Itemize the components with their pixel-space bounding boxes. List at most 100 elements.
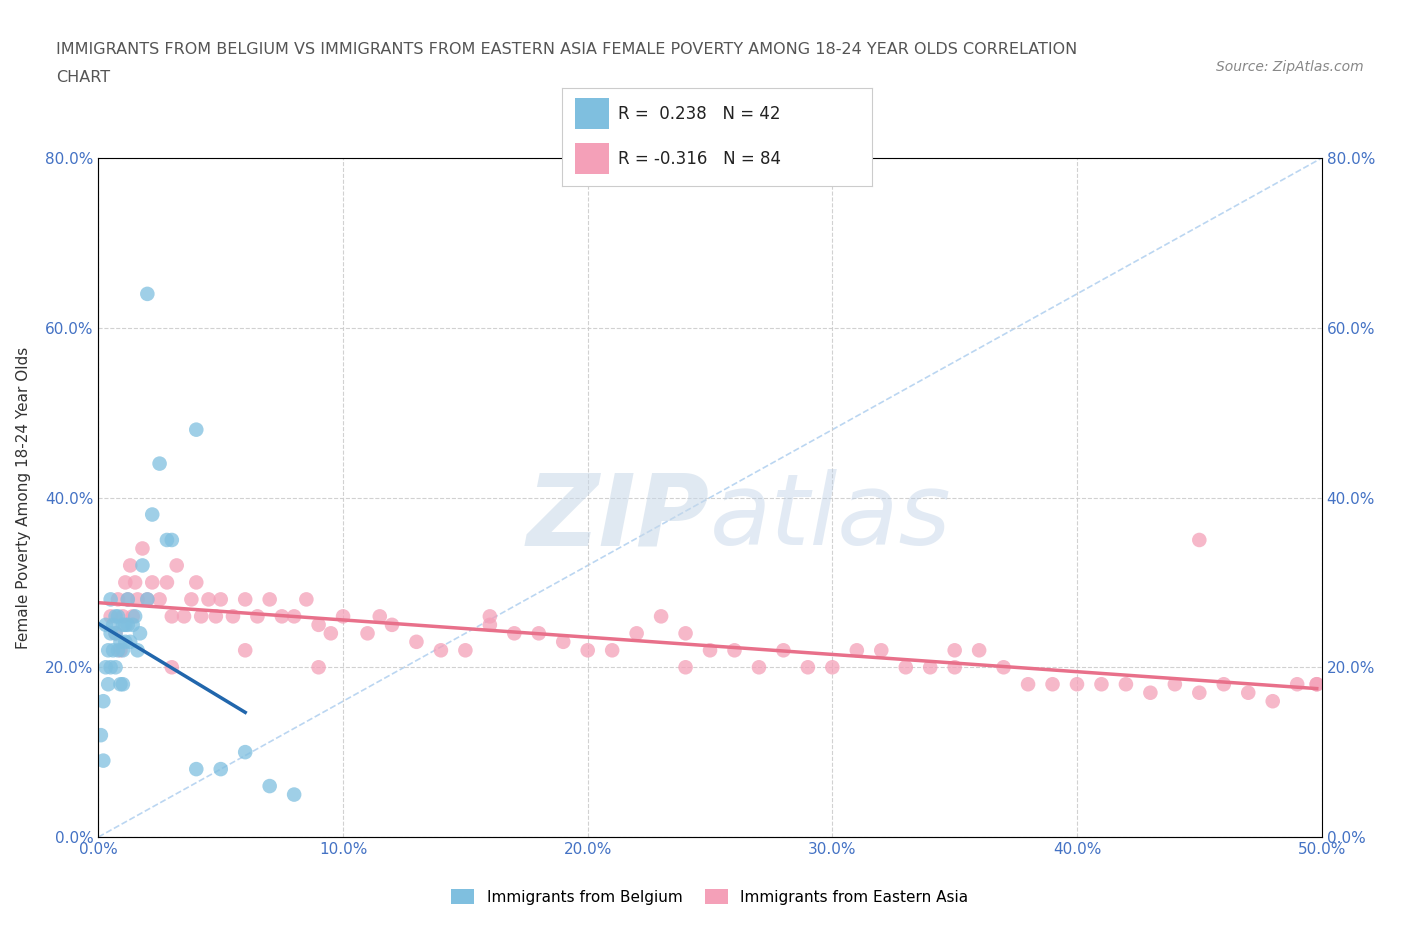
Point <box>131 541 153 556</box>
Point <box>111 677 134 692</box>
Point <box>97 677 120 692</box>
Point <box>1306 677 1329 692</box>
Point <box>104 626 127 641</box>
Point <box>205 609 228 624</box>
Point <box>117 592 139 607</box>
Point <box>967 643 990 658</box>
Point <box>381 618 404 632</box>
Point <box>111 609 134 624</box>
Point <box>190 609 212 624</box>
Point <box>259 778 281 793</box>
Text: R =  0.238   N = 42: R = 0.238 N = 42 <box>619 105 780 123</box>
Point <box>430 643 453 658</box>
Text: IMMIGRANTS FROM BELGIUM VS IMMIGRANTS FROM EASTERN ASIA FEMALE POVERTY AMONG 18-: IMMIGRANTS FROM BELGIUM VS IMMIGRANTS FR… <box>56 42 1077 57</box>
Point <box>131 558 153 573</box>
Point <box>209 592 232 607</box>
Point <box>626 626 648 641</box>
Point <box>1066 677 1088 692</box>
Point <box>1188 685 1211 700</box>
Point <box>283 787 305 802</box>
Point <box>1042 677 1064 692</box>
Point <box>1017 677 1039 692</box>
Point <box>1212 677 1234 692</box>
Point <box>136 592 159 607</box>
Point <box>160 533 183 548</box>
Point <box>121 609 143 624</box>
Point <box>100 609 122 624</box>
Point <box>943 660 966 675</box>
Point <box>1115 677 1137 692</box>
Point <box>675 626 697 641</box>
Point <box>173 609 195 624</box>
Point <box>675 660 697 675</box>
Point <box>233 592 256 607</box>
Point <box>723 643 745 658</box>
Point <box>259 592 281 607</box>
Point <box>197 592 219 607</box>
Point <box>141 575 163 590</box>
Point <box>1237 685 1260 700</box>
Point <box>104 660 127 675</box>
Point <box>222 609 245 624</box>
Point <box>127 643 149 658</box>
Point <box>283 609 305 624</box>
Point <box>454 643 477 658</box>
Point <box>186 422 208 437</box>
Point <box>553 634 575 649</box>
Point <box>110 643 132 658</box>
Point <box>270 609 294 624</box>
Point <box>180 592 202 607</box>
Point <box>156 533 179 548</box>
Point <box>91 753 114 768</box>
Point <box>332 609 354 624</box>
Point <box>107 592 129 607</box>
Point <box>160 609 183 624</box>
Point <box>101 618 124 632</box>
Point <box>186 762 208 777</box>
Point <box>478 609 501 624</box>
Point <box>136 286 159 301</box>
Point <box>356 626 378 641</box>
Point <box>1286 677 1309 692</box>
Point <box>308 660 330 675</box>
Point <box>368 609 391 624</box>
Point <box>295 592 318 607</box>
Point <box>127 592 149 607</box>
Point <box>821 660 844 675</box>
Point <box>870 643 893 658</box>
Point <box>233 745 256 760</box>
Text: Source: ZipAtlas.com: Source: ZipAtlas.com <box>1216 60 1364 74</box>
Point <box>104 609 127 624</box>
Point <box>650 609 672 624</box>
Point <box>920 660 942 675</box>
Point <box>1306 677 1329 692</box>
Point <box>136 592 159 607</box>
Point <box>110 677 132 692</box>
Point <box>478 618 501 632</box>
Point <box>120 634 142 649</box>
Point <box>129 626 152 641</box>
Point <box>107 609 129 624</box>
Point <box>149 592 172 607</box>
Bar <box>575 99 609 129</box>
Point <box>141 507 163 522</box>
Point <box>111 643 134 658</box>
Point <box>186 575 208 590</box>
Point <box>166 558 188 573</box>
Point <box>117 618 139 632</box>
Point <box>110 634 132 649</box>
Point <box>894 660 917 675</box>
Point <box>1139 685 1161 700</box>
Point <box>97 643 120 658</box>
Point <box>319 626 342 641</box>
Point <box>90 727 112 742</box>
Point <box>156 575 179 590</box>
Point <box>91 694 114 709</box>
Point <box>405 634 427 649</box>
Point <box>1090 677 1112 692</box>
Point <box>527 626 550 641</box>
Point <box>1188 533 1211 548</box>
Point <box>1164 677 1187 692</box>
Point <box>124 575 146 590</box>
Point <box>160 660 183 675</box>
